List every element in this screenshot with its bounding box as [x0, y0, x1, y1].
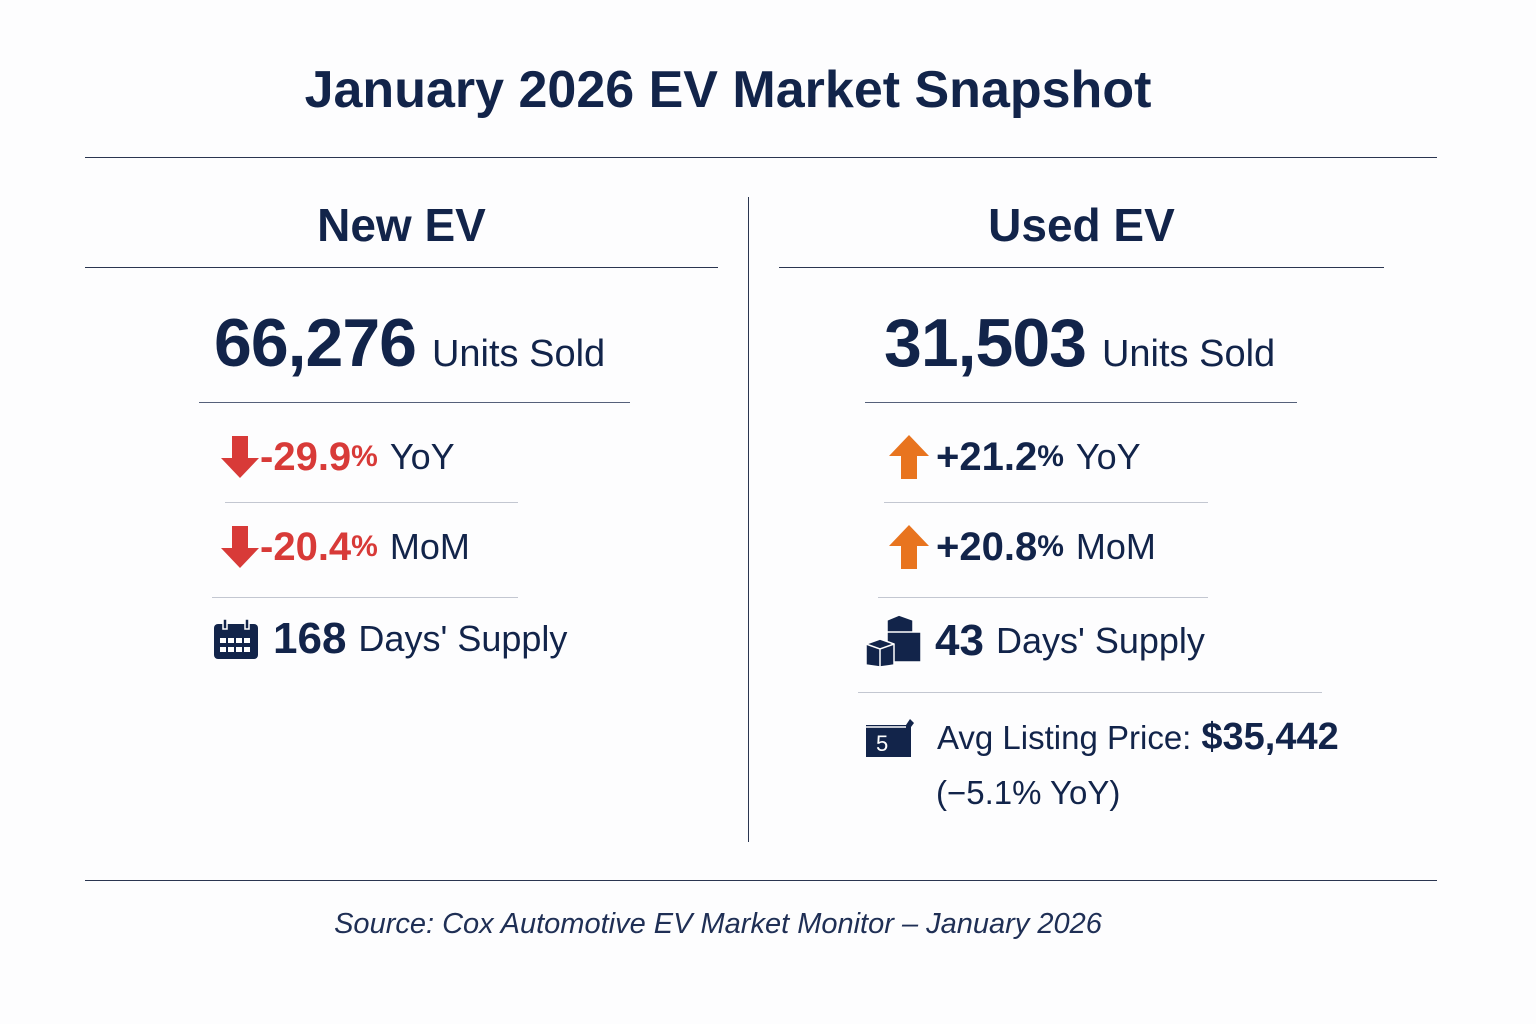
price-tag-icon-text: 5: [876, 730, 889, 756]
source-note: Source: Cox Automotive EV Market Monitor…: [334, 908, 1102, 940]
used-ev-units: 31,503 Units Sold: [884, 304, 1275, 382]
used-ev-units-rule: [865, 402, 1297, 403]
used-ev-supply-value: 43: [935, 616, 984, 665]
page-title: January 2026 EV Market Snapshot: [304, 61, 1152, 119]
column-divider: [748, 197, 749, 842]
new-ev-units: 66,276 Units Sold: [214, 304, 605, 382]
used-ev-heading: Used EV: [988, 199, 1175, 251]
used-ev-yoy-label: YoY: [1075, 436, 1141, 477]
used-ev-supply: 43 Days' Supply: [865, 614, 1205, 668]
row-divider: [884, 502, 1208, 503]
new-ev-yoy-label: YoY: [389, 436, 455, 477]
used-ev-supply-label: Days' Supply: [995, 620, 1205, 661]
price-tag-icon: 5: [865, 717, 917, 759]
new-ev-units-value: 66,276: [214, 305, 417, 381]
new-ev-mom-value: -20.4: [260, 524, 352, 569]
used-ev-price-change: (−5.1% YoY): [936, 774, 1121, 811]
used-ev-heading-rule: [779, 267, 1384, 268]
new-ev-units-rule: [199, 402, 630, 403]
new-ev-units-label: Units Sold: [431, 333, 606, 375]
used-ev-mom-pct: %: [1037, 530, 1064, 563]
used-ev-price: 5 Avg Listing Price: $35,442: [865, 716, 1339, 759]
new-ev-supply-value: 168: [273, 614, 347, 663]
row-divider: [212, 597, 518, 598]
row-divider: [878, 597, 1208, 598]
new-ev-heading-rule: [85, 267, 718, 268]
used-ev-units-value: 31,503: [884, 305, 1087, 381]
title-divider: [85, 157, 1437, 158]
row-divider: [225, 502, 518, 503]
used-ev-yoy-value: +21.2: [936, 434, 1038, 479]
row-divider: [858, 692, 1322, 693]
new-ev-yoy-pct: %: [351, 440, 378, 473]
calendar-icon: [214, 618, 258, 659]
new-ev-yoy-value: -29.9: [260, 434, 352, 479]
new-ev-mom-pct: %: [351, 530, 378, 563]
new-ev-heading: New EV: [317, 199, 486, 251]
arrow-down-icon: [221, 436, 259, 478]
used-ev-price-value: $35,442: [1201, 716, 1339, 758]
used-ev-price-label: Avg Listing Price:: [937, 719, 1192, 756]
used-ev-units-label: Units Sold: [1101, 333, 1276, 375]
arrow-down-icon: [221, 526, 259, 568]
new-ev-mom: -20.4% MoM: [220, 524, 470, 570]
used-ev-yoy-pct: %: [1037, 440, 1064, 473]
used-ev-mom-value: +20.8: [936, 524, 1038, 569]
used-ev-mom: +20.8% MoM: [888, 524, 1156, 570]
new-ev-mom-label: MoM: [389, 526, 470, 567]
arrow-up-icon: [889, 435, 929, 479]
new-ev-supply: 168 Days' Supply: [213, 614, 567, 664]
footer-divider: [85, 880, 1437, 881]
used-ev-yoy: +21.2% YoY: [888, 434, 1141, 480]
arrow-up-icon: [889, 525, 929, 569]
new-ev-yoy: -29.9% YoY: [220, 434, 455, 480]
used-ev-mom-label: MoM: [1075, 526, 1156, 567]
boxes-icon: [865, 614, 921, 668]
new-ev-supply-label: Days' Supply: [358, 618, 568, 659]
